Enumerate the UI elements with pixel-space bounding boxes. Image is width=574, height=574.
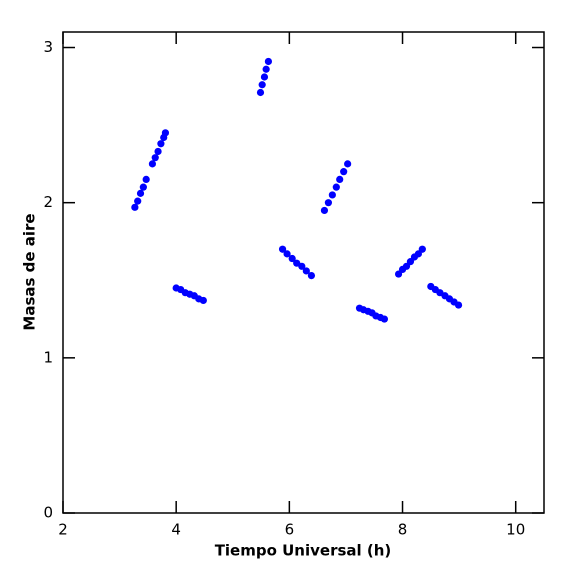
x-tick-label: 4 (171, 521, 181, 539)
y-tick-label: 2 (43, 193, 53, 211)
y-tick-label: 1 (43, 348, 53, 366)
y-axis-label: Masas de aire (21, 213, 39, 330)
point (258, 81, 266, 89)
point (264, 57, 273, 66)
point (161, 129, 170, 137)
point (139, 183, 147, 191)
point (324, 199, 332, 207)
point (142, 175, 150, 184)
point (307, 272, 316, 280)
point (136, 189, 145, 197)
point (260, 73, 269, 81)
x-axis-label: Tiempo Universal (h) (215, 542, 392, 560)
point (332, 183, 340, 191)
point (283, 250, 291, 258)
point (131, 203, 139, 211)
point (134, 197, 142, 205)
point (151, 154, 159, 162)
point (344, 160, 352, 168)
point (298, 262, 306, 270)
x-tick-label: 10 (506, 521, 525, 539)
point (157, 140, 165, 148)
point (262, 65, 270, 73)
point (340, 168, 348, 176)
point (380, 315, 389, 323)
y-tick-label: 3 (43, 38, 53, 56)
x-tick-label: 8 (398, 521, 408, 539)
y-tick-label: 0 (43, 504, 53, 522)
point (288, 254, 296, 263)
point (148, 160, 157, 168)
point (454, 301, 463, 309)
point (278, 245, 287, 253)
x-tick-label: 6 (285, 521, 295, 539)
x-tick-label: 2 (58, 521, 68, 539)
plot-frame (62, 31, 545, 514)
point (154, 147, 162, 156)
point (418, 245, 426, 253)
point (199, 296, 207, 305)
point (302, 267, 310, 275)
point (336, 175, 344, 184)
point (328, 191, 336, 199)
point (256, 88, 265, 97)
point (320, 206, 329, 215)
